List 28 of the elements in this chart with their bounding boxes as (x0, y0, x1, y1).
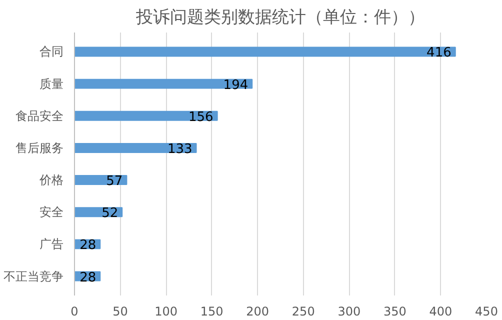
y-tick-label: 食品安全 (16, 108, 64, 123)
bar (74, 78, 253, 89)
y-tick-label: 不正当竞争 (4, 269, 64, 284)
x-tick-label: 250 (292, 304, 315, 318)
x-tick-label: 450 (475, 304, 498, 318)
x-tick-label: 300 (338, 304, 361, 318)
y-tick-label: 质量 (40, 76, 64, 91)
data-label: 156 (188, 110, 214, 125)
x-tick-label: 0 (70, 304, 78, 318)
y-tick-label: 广告 (40, 237, 64, 252)
x-tick-label: 50 (112, 304, 128, 318)
x-tick-label: 400 (429, 304, 452, 318)
x-tick-label: 100 (154, 304, 178, 318)
chart-title: 投诉问题类别数据统计（单位：件）） (135, 8, 425, 28)
y-tick-label: 价格 (38, 173, 64, 188)
y-tick-label: 合同 (40, 44, 64, 59)
x-tick-label: 150 (200, 304, 224, 318)
bar (74, 142, 197, 153)
data-label: 133 (167, 142, 192, 157)
x-tick-label: 350 (383, 304, 406, 318)
data-label: 28 (80, 270, 96, 286)
data-label: 416 (426, 46, 452, 61)
x-tick-label: 200 (246, 304, 270, 318)
bar (74, 46, 456, 57)
data-label: 194 (223, 78, 248, 93)
y-tick-label: 售后服务 (16, 140, 64, 155)
bar (74, 110, 218, 121)
y-tick-label: 安全 (40, 205, 64, 220)
